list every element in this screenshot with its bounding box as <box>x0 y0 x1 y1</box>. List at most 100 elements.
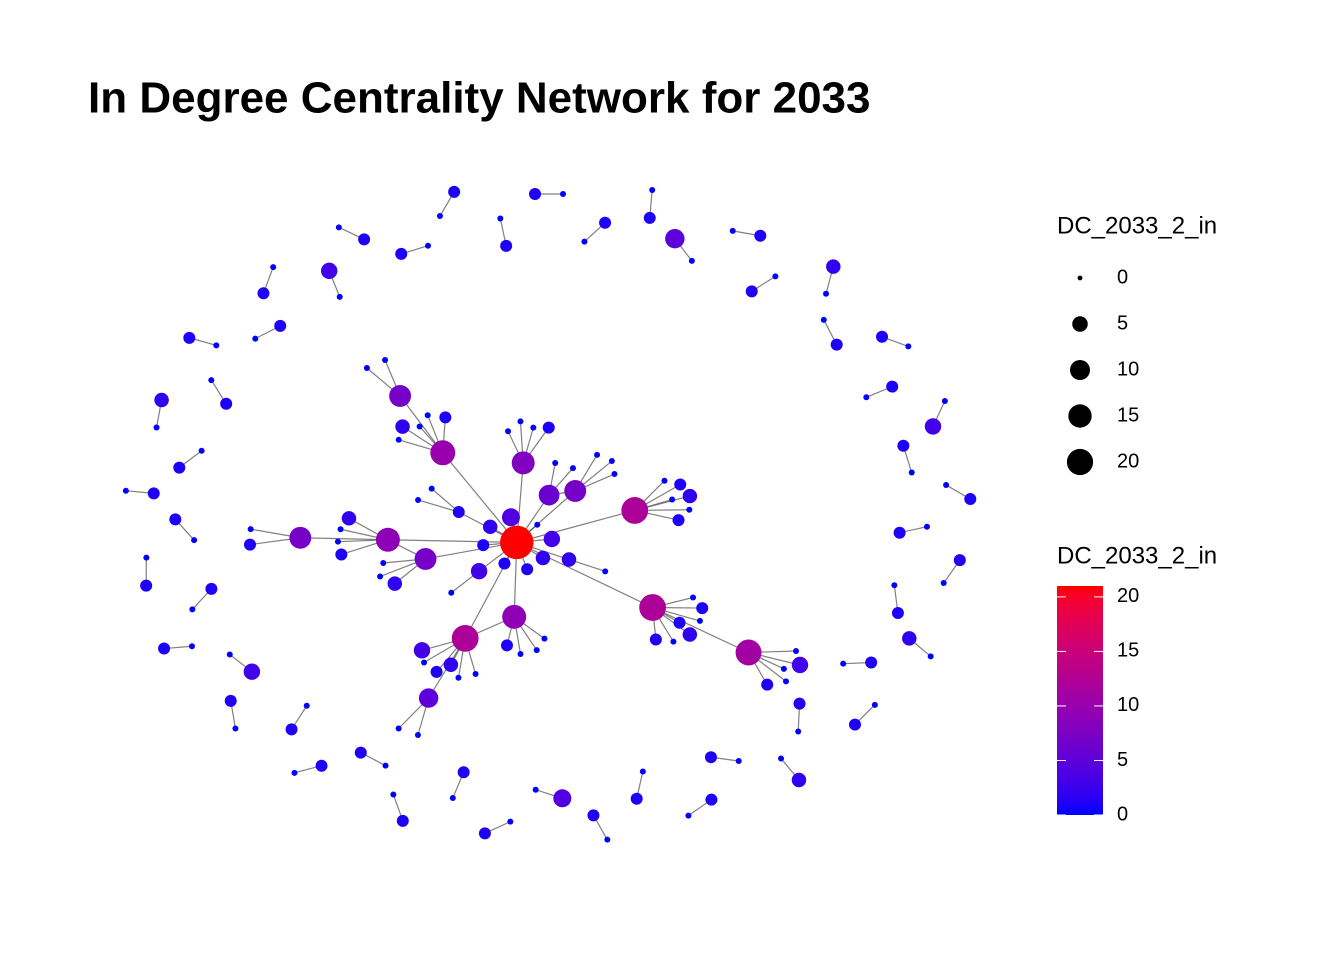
node <box>303 702 310 709</box>
node <box>897 439 910 452</box>
node <box>823 290 830 297</box>
node <box>198 447 205 454</box>
edge <box>652 606 749 654</box>
node <box>682 488 698 504</box>
node <box>321 262 338 280</box>
node <box>477 539 490 552</box>
node <box>425 242 432 249</box>
node <box>482 519 498 535</box>
node <box>688 257 695 264</box>
node <box>183 331 196 344</box>
node <box>682 627 698 642</box>
node <box>189 606 196 613</box>
node <box>791 772 807 788</box>
node <box>772 273 779 280</box>
node <box>270 264 277 271</box>
node <box>517 651 524 658</box>
node <box>552 460 559 467</box>
node <box>415 496 422 503</box>
node <box>826 259 841 274</box>
size-key <box>1066 448 1094 476</box>
colorbar-tick-label: 20 <box>1117 585 1139 607</box>
edge <box>464 542 518 639</box>
node <box>232 725 239 732</box>
node <box>704 751 717 764</box>
node <box>649 633 662 646</box>
node <box>521 563 534 576</box>
node <box>451 625 479 652</box>
node <box>686 506 693 513</box>
node <box>924 418 942 435</box>
node <box>122 487 129 494</box>
node <box>599 216 612 229</box>
node <box>561 552 577 567</box>
node <box>354 746 367 759</box>
size-key <box>1077 275 1083 281</box>
size-key <box>1070 360 1090 380</box>
node <box>669 496 676 503</box>
node <box>389 385 412 407</box>
node <box>502 604 527 629</box>
node <box>953 554 966 567</box>
size-key-label: 20 <box>1117 450 1139 472</box>
node <box>414 732 421 738</box>
node <box>449 795 456 802</box>
node <box>143 554 150 561</box>
node <box>696 617 703 624</box>
node <box>745 285 758 298</box>
node <box>673 616 686 629</box>
node <box>500 639 513 652</box>
node <box>511 451 535 475</box>
node <box>630 792 643 805</box>
node <box>363 365 370 372</box>
node <box>430 665 443 678</box>
node <box>213 342 220 349</box>
colorbar-tick-label: 5 <box>1117 749 1128 771</box>
size-key <box>1068 404 1092 428</box>
edge <box>417 499 459 513</box>
node <box>865 656 878 669</box>
colorbar-tick-label: 10 <box>1117 694 1139 716</box>
node <box>418 688 439 708</box>
node <box>472 671 479 678</box>
node <box>448 185 461 198</box>
node <box>390 791 397 798</box>
size-key-label: 0 <box>1117 266 1128 288</box>
node <box>436 213 443 220</box>
node <box>639 594 666 621</box>
node <box>448 589 455 596</box>
node <box>542 421 555 434</box>
legend: 0 5 10 15 20 0 5 10 15 20 <box>1057 266 1139 825</box>
node <box>505 428 512 435</box>
node <box>257 287 270 300</box>
node <box>375 527 400 552</box>
node <box>891 607 904 620</box>
node <box>395 725 402 732</box>
node <box>535 550 551 566</box>
node <box>140 579 153 592</box>
node <box>439 411 452 424</box>
node <box>905 343 912 350</box>
node <box>205 582 218 595</box>
node <box>396 814 409 827</box>
node <box>553 789 572 808</box>
node <box>791 656 809 674</box>
node <box>782 678 789 685</box>
node <box>274 319 287 332</box>
node <box>902 631 917 646</box>
node <box>188 643 195 650</box>
node <box>430 440 456 466</box>
node <box>793 648 800 655</box>
node <box>587 809 600 822</box>
node <box>696 602 709 615</box>
node <box>891 582 898 589</box>
node <box>382 357 389 363</box>
node <box>154 392 169 408</box>
node <box>643 211 656 224</box>
node <box>793 697 806 710</box>
node <box>621 497 649 524</box>
node <box>443 657 459 672</box>
node <box>208 377 215 384</box>
node <box>387 576 403 591</box>
edge <box>516 509 635 543</box>
